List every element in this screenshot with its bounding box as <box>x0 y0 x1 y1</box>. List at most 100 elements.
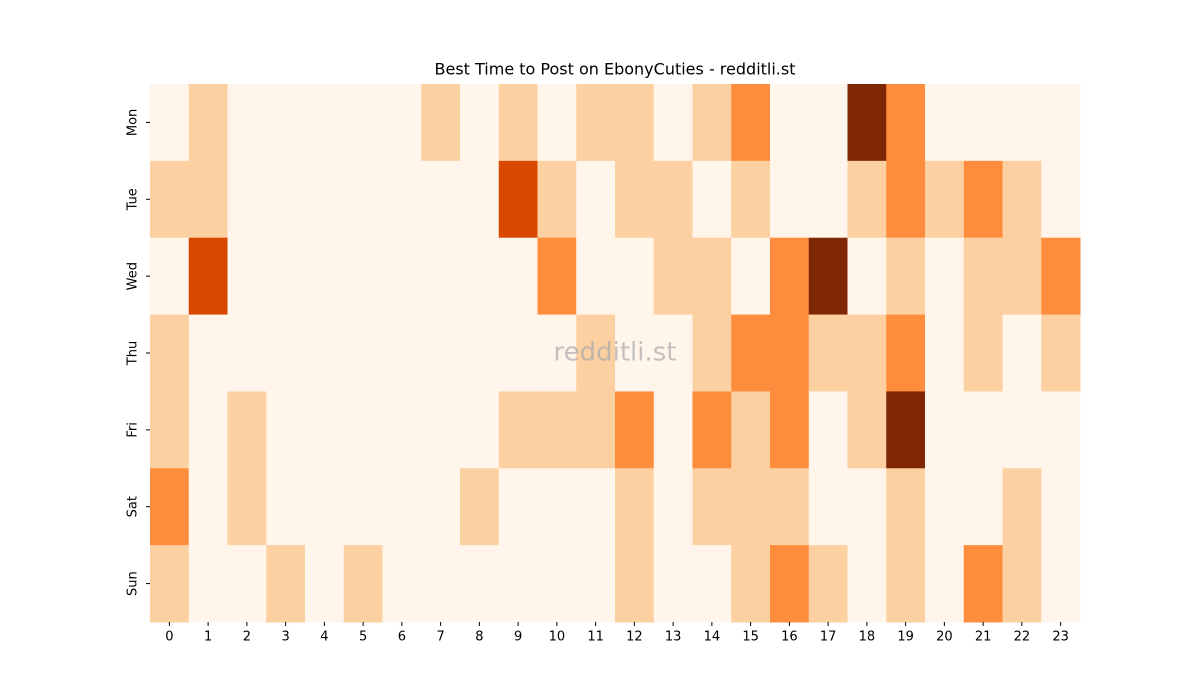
cell <box>847 391 887 469</box>
x-tick-label: 23 <box>1052 630 1069 645</box>
cell <box>615 391 655 469</box>
cell <box>382 468 422 546</box>
cell <box>382 84 422 162</box>
x-tick-label: 6 <box>398 630 406 645</box>
cell <box>266 160 306 239</box>
cell <box>1002 391 1042 469</box>
cell <box>460 237 500 316</box>
cell <box>653 391 693 469</box>
x-tick-label: 3 <box>281 630 289 645</box>
cell <box>266 237 306 316</box>
cell <box>886 314 926 392</box>
cell <box>150 545 190 623</box>
cell <box>615 160 655 239</box>
x-tick-label: 8 <box>475 630 483 645</box>
cell <box>653 545 693 623</box>
cell <box>305 84 345 162</box>
cell <box>421 314 461 392</box>
cell <box>770 314 810 392</box>
x-tick-label: 2 <box>243 630 251 645</box>
cell <box>963 391 1003 469</box>
cell <box>925 237 965 316</box>
cell <box>653 468 693 546</box>
cell <box>847 314 887 392</box>
cell <box>576 84 616 162</box>
chart-title: Best Time to Post on EbonyCuties - reddi… <box>435 60 796 79</box>
watermark: redditli.st <box>554 338 677 368</box>
cell <box>731 391 771 469</box>
cell <box>421 468 461 546</box>
cell <box>847 160 887 239</box>
cell <box>343 314 383 392</box>
x-tick-label: 22 <box>1014 630 1031 645</box>
cell <box>847 545 887 623</box>
cell <box>343 391 383 469</box>
cell <box>227 468 267 546</box>
cell <box>150 160 190 239</box>
y-tick-label: Thu <box>126 341 141 366</box>
cell <box>227 391 267 469</box>
cell <box>576 160 616 239</box>
x-tick-label: 1 <box>204 630 212 645</box>
cell <box>1002 545 1042 623</box>
cell <box>731 545 771 623</box>
cell <box>498 391 538 469</box>
cell <box>188 545 228 623</box>
cell <box>498 84 538 162</box>
cell <box>1041 545 1081 623</box>
cell <box>963 468 1003 546</box>
cell <box>227 160 267 239</box>
cell <box>692 545 732 623</box>
cell <box>266 314 306 392</box>
y-tick-label: Fri <box>126 422 141 438</box>
cell <box>615 545 655 623</box>
cell <box>692 160 732 239</box>
cell <box>731 314 771 392</box>
cell <box>498 545 538 623</box>
cell <box>770 468 810 546</box>
cell <box>886 84 926 162</box>
y-tick-label: Sun <box>126 571 141 596</box>
cell <box>576 237 616 316</box>
cell <box>305 545 345 623</box>
cell <box>808 314 848 392</box>
cell <box>692 391 732 469</box>
cell <box>537 391 577 469</box>
cell <box>150 84 190 162</box>
cell <box>537 160 577 239</box>
cell <box>498 314 538 392</box>
cell <box>963 314 1003 392</box>
cell <box>963 84 1003 162</box>
cell <box>576 314 616 392</box>
y-tick-label: Wed <box>126 262 141 290</box>
cell <box>537 84 577 162</box>
cell <box>808 391 848 469</box>
cell <box>731 468 771 546</box>
cell <box>227 545 267 623</box>
x-tick-label: 9 <box>514 630 522 645</box>
cell <box>421 545 461 623</box>
cell <box>382 314 422 392</box>
cell <box>731 84 771 162</box>
cell <box>808 468 848 546</box>
cell <box>188 237 228 316</box>
cell <box>925 545 965 623</box>
cell <box>1002 84 1042 162</box>
cell <box>266 84 306 162</box>
cell <box>421 237 461 316</box>
cell <box>266 391 306 469</box>
x-tick-label: 20 <box>936 630 953 645</box>
cell <box>847 84 887 162</box>
cell <box>615 84 655 162</box>
cell <box>1002 314 1042 392</box>
cell <box>925 314 965 392</box>
cell <box>460 84 500 162</box>
cell <box>808 237 848 316</box>
cell <box>305 237 345 316</box>
cell <box>925 160 965 239</box>
cell <box>808 84 848 162</box>
cell <box>808 545 848 623</box>
cell <box>1041 160 1081 239</box>
cell <box>615 237 655 316</box>
